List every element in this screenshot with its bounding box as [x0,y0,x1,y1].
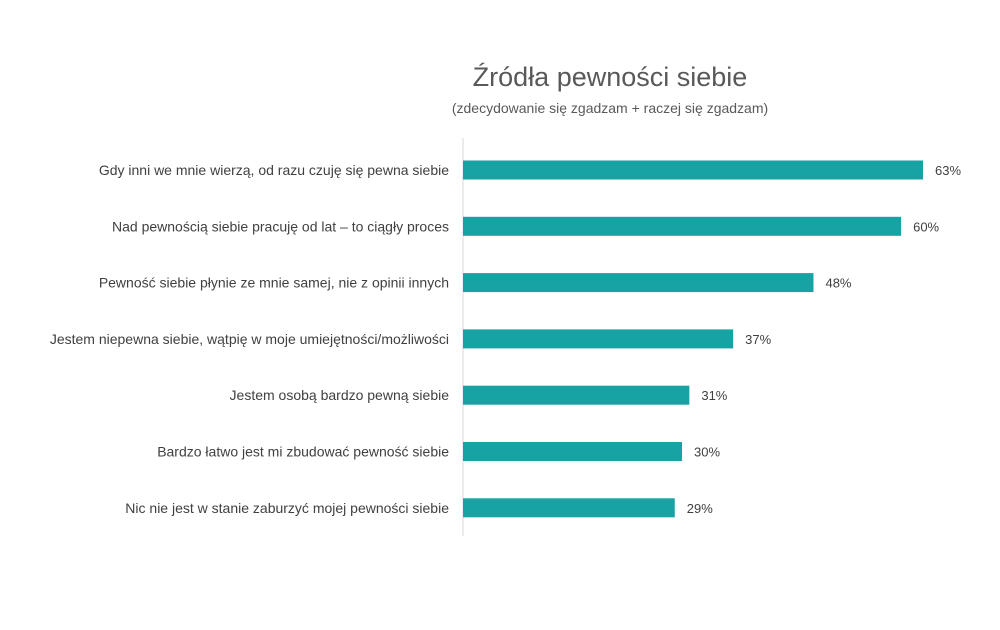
chart-title: Źródła pewności siebie [472,62,748,92]
bar [463,160,923,180]
data-label: 29% [687,501,713,516]
data-label: 30% [694,445,720,460]
bar [463,442,683,461]
data-label: 31% [701,388,727,403]
category-label: Jestem niepewna siebie, wątpię w moje um… [50,331,449,347]
category-label: Gdy inni we mnie wierzą, od razu czuję s… [99,162,449,178]
data-label: 37% [745,332,771,347]
data-label: 48% [825,276,851,291]
category-label: Nad pewnością siebie pracuję od lat – to… [112,218,449,234]
chart-subtitle: (zdecydowanie się zgadzam + raczej się z… [451,100,769,116]
category-label: Pewność siebie płynie ze mnie samej, nie… [99,275,449,291]
bar [463,273,814,293]
category-label: Nic nie jest w stanie zaburzyć mojej pew… [125,500,449,516]
bar [463,216,902,236]
category-label: Bardzo łatwo jest mi zbudować pewność si… [157,444,449,460]
data-label: 60% [913,219,939,234]
bar [463,385,690,405]
bar [463,329,734,349]
category-label: Jestem osobą bardzo pewną siebie [230,387,450,403]
data-label: 63% [935,163,961,178]
bar [463,498,675,518]
